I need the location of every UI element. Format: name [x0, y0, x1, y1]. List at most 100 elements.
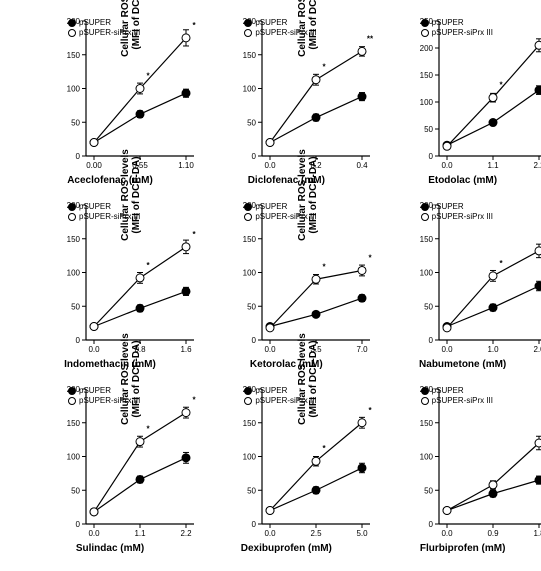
open-circle-icon: [68, 213, 76, 221]
svg-text:0.0: 0.0: [441, 529, 453, 538]
legend-item: pSUPER: [421, 202, 493, 212]
svg-text:100: 100: [67, 269, 81, 278]
x-axis-label: Indomethacin (mM): [56, 359, 164, 370]
svg-text:0: 0: [252, 520, 257, 529]
chart-panel: Cellular ROS levels(MFI of DCF-DA)050100…: [184, 192, 356, 372]
legend: pSUPERpSUPER-siPrx III: [421, 18, 493, 38]
chart-panel: Cellular ROS levels(MFI of DCF-DA)050100…: [184, 376, 356, 556]
svg-text:0: 0: [428, 336, 433, 345]
legend-label: pSUPER: [432, 202, 464, 212]
legend-label: pSUPER: [255, 202, 287, 212]
x-axis-label: Ketorolac (mM): [232, 359, 340, 370]
svg-text:0.00: 0.00: [86, 161, 102, 170]
legend-item: pSUPER: [421, 386, 493, 396]
svg-text:100: 100: [243, 453, 257, 462]
svg-text:150: 150: [419, 71, 433, 80]
svg-text:0: 0: [76, 152, 81, 161]
y-axis-label: Cellular ROS levels(MFI of DCF-DA): [120, 314, 142, 444]
svg-text:50: 50: [424, 125, 433, 134]
legend-label: pSUPER-siPrx III: [432, 212, 493, 222]
legend-label: pSUPER: [255, 18, 287, 28]
legend-item: pSUPER-siPrx III: [421, 28, 493, 38]
svg-text:0: 0: [428, 152, 433, 161]
svg-text:50: 50: [424, 486, 433, 495]
svg-text:0.0: 0.0: [441, 345, 453, 354]
svg-text:0: 0: [76, 336, 81, 345]
open-circle-icon: [421, 29, 429, 37]
chart-panel: Cellular ROS levels(MFI of DCF-DA)050100…: [361, 192, 533, 372]
open-circle-icon: [244, 213, 252, 221]
svg-text:2.2: 2.2: [533, 161, 541, 170]
svg-text:1.1: 1.1: [487, 161, 499, 170]
svg-text:150: 150: [243, 419, 257, 428]
chart-grid: Cellular ROS levels(MFI of DCF-DA) 0 50 100…: [8, 8, 533, 556]
svg-text:*: *: [499, 259, 503, 268]
svg-text:100: 100: [243, 85, 257, 94]
svg-text:50: 50: [424, 302, 433, 311]
svg-text:*: *: [499, 81, 503, 90]
svg-text:*: *: [146, 72, 150, 81]
svg-text:50: 50: [247, 118, 256, 127]
svg-text:2.5: 2.5: [311, 529, 323, 538]
legend-label: pSUPER: [255, 386, 287, 396]
y-axis-label: Cellular ROS levels(MFI of DCF-DA): [297, 314, 319, 444]
filled-circle-icon: [244, 387, 252, 395]
svg-text:150: 150: [243, 51, 257, 60]
svg-text:2.0: 2.0: [533, 345, 541, 354]
svg-text:0.0: 0.0: [265, 345, 277, 354]
svg-text:*: *: [146, 261, 150, 270]
svg-text:100: 100: [243, 269, 257, 278]
x-axis-label: Sulindac (mM): [56, 543, 164, 554]
x-axis-label: Nabumetone (mM): [409, 359, 517, 370]
svg-text:1.8: 1.8: [533, 529, 541, 538]
y-axis-label: Cellular ROS levels(MFI of DCF-DA): [297, 0, 319, 76]
svg-text:0.0: 0.0: [88, 529, 100, 538]
svg-text:50: 50: [71, 486, 80, 495]
y-axis-label: Cellular ROS levels(MFI of DCF-DA): [120, 130, 142, 260]
x-axis-label: Etodolac (mM): [409, 175, 517, 186]
filled-circle-icon: [421, 387, 429, 395]
svg-text:50: 50: [71, 302, 80, 311]
chart-panel: Cellular ROS levels(MFI of DCF-DA)050100…: [8, 376, 180, 556]
svg-text:0.0: 0.0: [265, 161, 277, 170]
open-circle-icon: [421, 213, 429, 221]
svg-text:100: 100: [419, 269, 433, 278]
svg-text:1.1: 1.1: [134, 529, 146, 538]
svg-text:0.0: 0.0: [265, 529, 277, 538]
legend-label: pSUPER: [79, 18, 111, 28]
svg-text:50: 50: [247, 486, 256, 495]
svg-text:0: 0: [428, 520, 433, 529]
svg-text:0: 0: [252, 152, 257, 161]
open-circle-icon: [421, 397, 429, 405]
svg-text:150: 150: [419, 235, 433, 244]
svg-text:*: *: [323, 444, 327, 453]
svg-text:200: 200: [419, 44, 433, 53]
legend-label: pSUPER: [432, 386, 464, 396]
filled-circle-icon: [68, 19, 76, 27]
filled-circle-icon: [68, 387, 76, 395]
svg-text:0.0: 0.0: [441, 161, 453, 170]
filled-circle-icon: [421, 19, 429, 27]
svg-text:150: 150: [419, 419, 433, 428]
legend-label: pSUPER-siPrx III: [432, 396, 493, 406]
legend: pSUPERpSUPER-siPrx III: [421, 202, 493, 222]
legend-label: pSUPER-siPrx III: [432, 28, 493, 38]
chart-panel: Cellular ROS levels(MFI of DCF-DA)050100…: [184, 8, 356, 188]
svg-text:100: 100: [67, 453, 81, 462]
x-axis-label: Diclofenac (mM): [232, 175, 340, 186]
x-axis-label: Flurbiprofen (mM): [409, 543, 517, 554]
svg-text:50: 50: [71, 118, 80, 127]
legend: pSUPERpSUPER-siPrx III: [421, 386, 493, 406]
svg-text:150: 150: [67, 51, 81, 60]
svg-text:150: 150: [243, 235, 257, 244]
chart-panel: Cellular ROS levels(MFI of DCF-DA)050100…: [8, 8, 180, 188]
svg-text:50: 50: [247, 302, 256, 311]
svg-text:100: 100: [419, 98, 433, 107]
x-axis-label: Aceclofenac (mM): [56, 175, 164, 186]
open-circle-icon: [68, 29, 76, 37]
svg-text:*: *: [146, 425, 150, 434]
legend-label: pSUPER: [79, 202, 111, 212]
svg-text:150: 150: [67, 419, 81, 428]
x-axis-label: Dexibuprofen (mM): [232, 543, 340, 554]
y-axis-label: Cellular ROS levels(MFI of DCF-DA): [120, 0, 142, 76]
